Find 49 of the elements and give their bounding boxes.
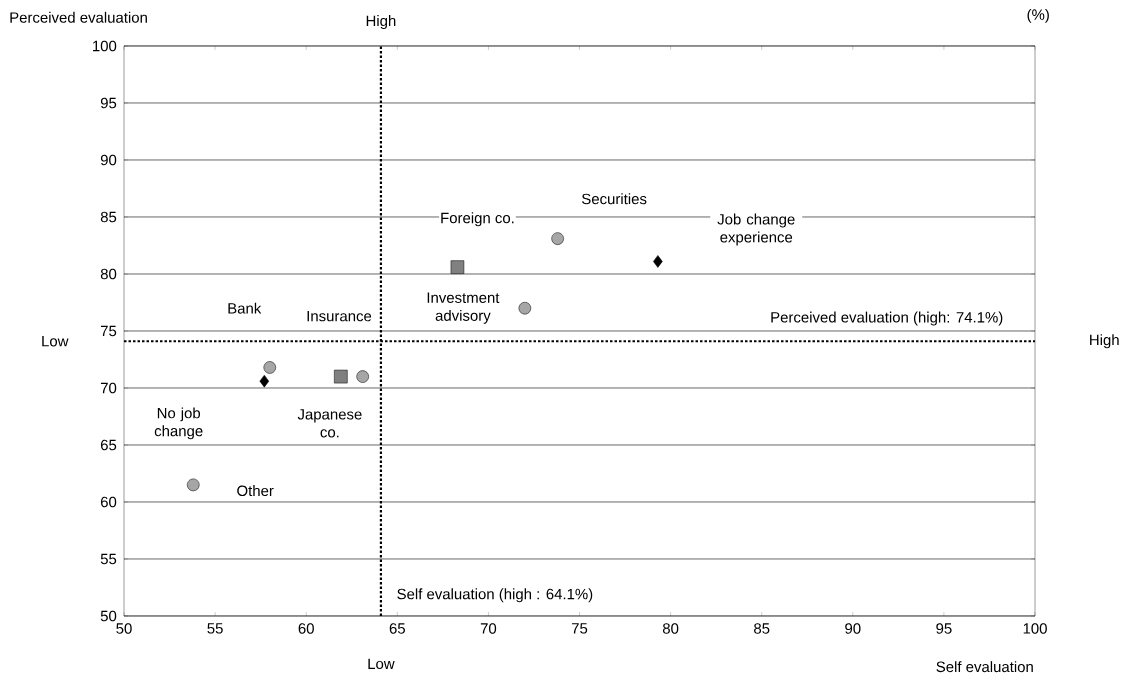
annotation: Insurance bbox=[307, 310, 372, 322]
annotation: Securities bbox=[581, 193, 647, 205]
text: Low bbox=[368, 658, 395, 670]
y-tick-label: 65 bbox=[100, 439, 117, 451]
ref-line-label: Perceived evaluation (high: 74.1%) bbox=[771, 311, 1003, 326]
point bbox=[263, 361, 277, 374]
y-tick-label: 100 bbox=[93, 40, 117, 52]
point bbox=[334, 369, 348, 384]
x-tick-label: 70 bbox=[480, 623, 497, 634]
y-tick-label: 85 bbox=[100, 211, 117, 223]
y-tick-label: 60 bbox=[100, 496, 117, 508]
annotation: Job change experience bbox=[717, 213, 795, 246]
y-tick-label: 70 bbox=[100, 382, 117, 394]
x-tick-label: 90 bbox=[845, 623, 861, 634]
x-tick-label: 60 bbox=[298, 623, 314, 634]
point bbox=[187, 478, 200, 492]
x-tick-label: 100 bbox=[1023, 623, 1047, 634]
annotation: Foreign co. bbox=[441, 212, 514, 227]
x-tick-label: 95 bbox=[936, 623, 952, 634]
y-tick-label: 50 bbox=[100, 610, 117, 622]
annotation: Investment advisory bbox=[427, 292, 500, 324]
y-axis-title: Perceived evaluation bbox=[10, 11, 147, 23]
text: High bbox=[1090, 334, 1119, 349]
text: High bbox=[366, 15, 396, 29]
point bbox=[356, 370, 369, 383]
annotation: No job change bbox=[154, 407, 203, 440]
annotation: Bank bbox=[228, 302, 262, 314]
point bbox=[259, 374, 270, 388]
y-tick-label: 75 bbox=[100, 325, 117, 337]
text: Low bbox=[42, 336, 69, 347]
y-tick-label: 80 bbox=[100, 268, 117, 280]
x-tick-label: 55 bbox=[207, 623, 223, 634]
point bbox=[551, 232, 564, 245]
point bbox=[653, 255, 663, 268]
x-tick-label: 50 bbox=[116, 623, 132, 634]
point bbox=[518, 301, 532, 315]
x-axis-title: Self evaluation bbox=[936, 661, 1033, 673]
y-tick-label: 90 bbox=[100, 154, 117, 166]
x-tick-label: 80 bbox=[662, 623, 679, 634]
ref-line-label: Self evaluation (high : 64.1%) bbox=[397, 588, 593, 603]
text: (%) bbox=[1027, 8, 1049, 23]
x-tick-label: 75 bbox=[571, 623, 588, 634]
y-tick-label: 55 bbox=[100, 553, 117, 565]
x-tick-label: 65 bbox=[389, 623, 405, 634]
annotation: Japanese co. bbox=[297, 409, 362, 438]
y-tick-label: 95 bbox=[100, 97, 117, 109]
annotation: Other bbox=[237, 485, 274, 497]
x-tick-label: 85 bbox=[754, 623, 770, 634]
point bbox=[450, 260, 465, 274]
